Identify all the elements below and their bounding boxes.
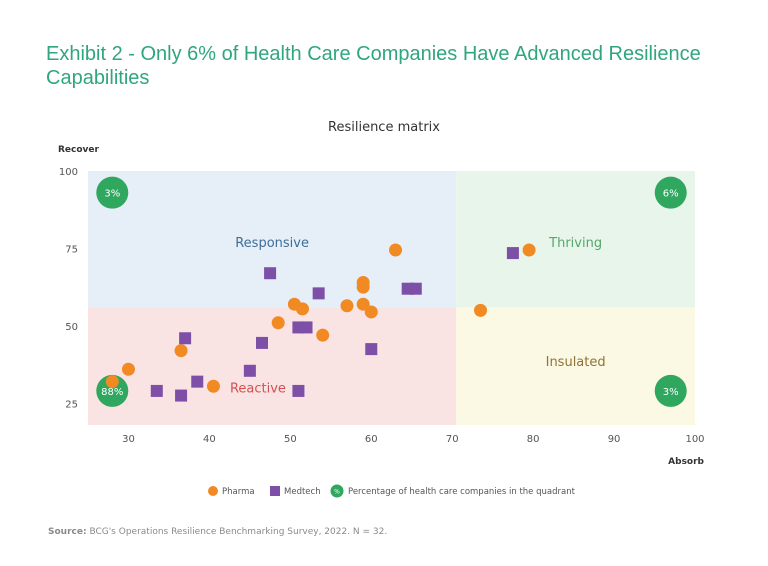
medtech-point bbox=[191, 375, 204, 388]
medtech-point bbox=[506, 247, 519, 260]
quadrant-insulated-bg bbox=[456, 307, 695, 425]
legend-badge-symbol: % bbox=[334, 489, 340, 496]
axes: 30 40 50 60 70 80 90 100 25 50 75 100 bbox=[59, 167, 705, 445]
exhibit-title: Exhibit 2 - Only 6% of Health Care Compa… bbox=[46, 43, 701, 89]
pharma-point bbox=[316, 328, 330, 342]
x-tick-label: 80 bbox=[527, 434, 540, 445]
y-tick-label: 50 bbox=[65, 322, 78, 333]
medtech-point bbox=[365, 343, 378, 356]
quadrant-badges: 3% 6% 88% 3% bbox=[96, 176, 687, 407]
quadrant-labels: Responsive Thriving Reactive Insulated bbox=[230, 236, 606, 397]
pharma-point bbox=[271, 316, 285, 330]
medtech-point bbox=[256, 336, 269, 349]
legend-medtech-marker bbox=[270, 486, 280, 496]
pharma-point bbox=[121, 362, 135, 376]
chart-title: Resilience matrix bbox=[328, 120, 440, 135]
legend-pharma-marker bbox=[208, 486, 218, 496]
source-text: BCG's Operations Resilience Benchmarking… bbox=[89, 527, 388, 537]
badge-insulated-text: 3% bbox=[663, 387, 679, 398]
legend-badge-marker bbox=[330, 484, 344, 498]
quadrant-backgrounds bbox=[88, 171, 695, 425]
badge-reactive-circle bbox=[96, 374, 129, 407]
badge-thriving-circle bbox=[654, 176, 687, 209]
medtech-point bbox=[292, 384, 305, 397]
pharma-point bbox=[105, 375, 119, 389]
x-tick-label: 70 bbox=[446, 434, 459, 445]
medtech-point bbox=[243, 364, 256, 377]
quadrant-label-responsive: Responsive bbox=[235, 236, 309, 251]
pharma-point bbox=[356, 280, 370, 294]
medtech-point bbox=[409, 282, 422, 295]
medtech-point bbox=[312, 287, 325, 300]
x-tick-label: 40 bbox=[203, 434, 216, 445]
pharma-point bbox=[340, 299, 354, 313]
badge-insulated-circle bbox=[654, 374, 687, 407]
quadrant-label-thriving: Thriving bbox=[548, 236, 602, 251]
medtech-point bbox=[264, 267, 277, 280]
x-tick-label: 90 bbox=[608, 434, 621, 445]
data-points bbox=[105, 243, 536, 402]
x-tick-label: 30 bbox=[122, 434, 135, 445]
x-tick-label: 60 bbox=[365, 434, 378, 445]
x-tick-label: 50 bbox=[284, 434, 297, 445]
source-note: Source: BCG's Operations Resilience Benc… bbox=[48, 527, 387, 537]
pharma-point bbox=[474, 303, 488, 317]
badge-reactive-text: 88% bbox=[101, 387, 123, 398]
pharma-point bbox=[295, 302, 309, 316]
pharma-point bbox=[356, 297, 370, 311]
pharma-point bbox=[364, 305, 378, 319]
pharma-point bbox=[522, 243, 536, 257]
medtech-point bbox=[150, 384, 163, 397]
legend: Pharma Medtech% Percentage of health care … bbox=[208, 484, 576, 498]
y-axis-label: Recover bbox=[58, 145, 100, 155]
quadrant-label-reactive: Reactive bbox=[230, 381, 286, 396]
medtech-point bbox=[179, 332, 192, 345]
pharma-point bbox=[389, 243, 403, 257]
badge-responsive-text: 3% bbox=[104, 189, 120, 200]
legend-medtech-label: Medtech bbox=[284, 487, 321, 497]
badge-responsive-circle bbox=[96, 176, 129, 209]
legend-badge-label: Percentage of health care companies in t… bbox=[348, 487, 576, 497]
pharma-point bbox=[206, 379, 220, 393]
legend-pharma-label: Pharma bbox=[222, 487, 255, 497]
x-tick-label: 100 bbox=[685, 434, 704, 445]
source-label: Source: bbox=[48, 527, 87, 537]
quadrant-label-insulated: Insulated bbox=[546, 355, 606, 370]
quadrant-reactive-bg bbox=[88, 307, 457, 425]
x-axis-label: Absorb bbox=[668, 457, 704, 467]
y-tick-label: 25 bbox=[65, 399, 78, 410]
y-tick-label: 100 bbox=[59, 167, 78, 178]
y-tick-label: 75 bbox=[65, 244, 78, 255]
pharma-point bbox=[174, 344, 188, 358]
badge-thriving-text: 6% bbox=[663, 189, 679, 200]
medtech-point bbox=[175, 389, 188, 402]
quadrant-responsive-bg bbox=[88, 171, 457, 308]
medtech-point bbox=[300, 321, 313, 334]
